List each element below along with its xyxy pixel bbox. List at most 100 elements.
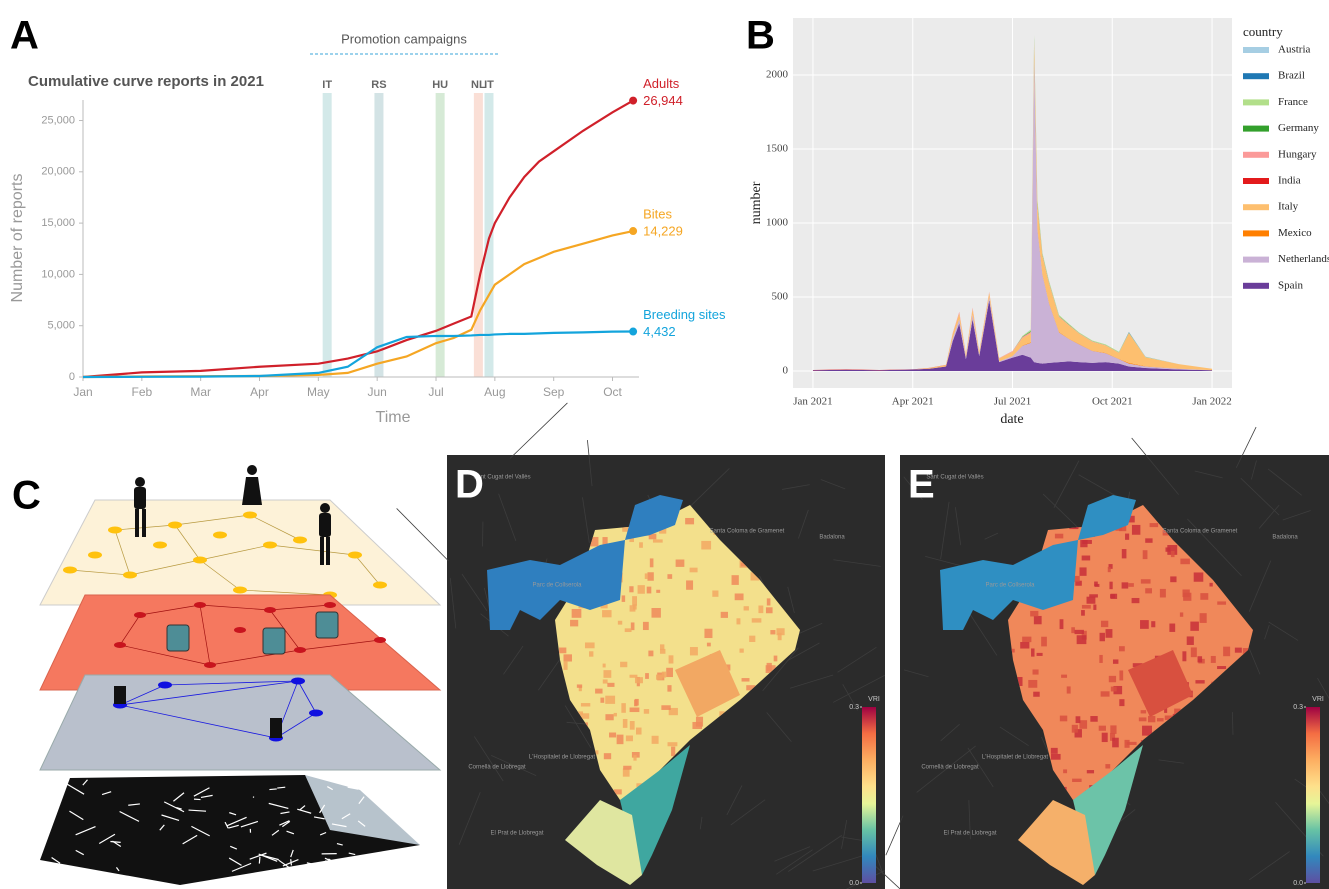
block bbox=[1160, 589, 1166, 598]
subtitle: Promotion campaigns bbox=[341, 31, 467, 46]
block bbox=[618, 621, 622, 625]
place-label: L'Hospitalet de Llobregat bbox=[529, 755, 596, 761]
block bbox=[617, 735, 624, 745]
block bbox=[622, 595, 625, 601]
block bbox=[630, 721, 635, 730]
block bbox=[1183, 589, 1190, 597]
block bbox=[1112, 738, 1119, 748]
road bbox=[510, 403, 567, 459]
y-tick-label: 5,000 bbox=[47, 320, 75, 332]
x-axis-label: Time bbox=[376, 409, 411, 426]
place-label: El Prat de Llobregat bbox=[490, 831, 543, 837]
street bbox=[269, 789, 276, 790]
block bbox=[1194, 572, 1204, 581]
y-tick-label: 500 bbox=[772, 291, 789, 303]
x-tick-label: Jan 2022 bbox=[1192, 396, 1231, 408]
line bbox=[83, 101, 633, 377]
end-point bbox=[629, 328, 637, 336]
block bbox=[1187, 636, 1194, 645]
block bbox=[1082, 605, 1091, 609]
block bbox=[572, 609, 582, 618]
block bbox=[721, 612, 728, 618]
legend-label: India bbox=[1278, 175, 1301, 187]
block bbox=[767, 598, 771, 605]
block bbox=[629, 586, 633, 592]
colorbar-tick-label: 0.3 bbox=[849, 704, 859, 711]
y-tick-label: 25,000 bbox=[41, 114, 75, 126]
place-label: Parc de Collserola bbox=[532, 583, 582, 589]
panel-letter: B bbox=[746, 14, 775, 58]
block bbox=[1033, 692, 1039, 697]
map-panel: Sant Cugat del VallèsBadalonaSanta Colom… bbox=[397, 403, 905, 889]
block bbox=[1109, 676, 1116, 682]
block bbox=[650, 558, 654, 567]
block bbox=[656, 675, 662, 680]
block bbox=[1041, 637, 1047, 647]
block bbox=[696, 717, 703, 727]
block bbox=[1223, 647, 1230, 657]
place-label: Badalona bbox=[819, 535, 845, 541]
block bbox=[644, 709, 649, 714]
end-value-label: 4,432 bbox=[643, 324, 676, 339]
block bbox=[1051, 754, 1061, 760]
legend-label: Spain bbox=[1278, 279, 1304, 291]
block bbox=[1148, 716, 1155, 722]
block bbox=[595, 689, 602, 694]
block bbox=[1182, 651, 1186, 661]
block bbox=[647, 587, 652, 594]
block bbox=[660, 644, 664, 650]
block bbox=[563, 654, 571, 661]
legend-title: country bbox=[1243, 24, 1283, 39]
block bbox=[667, 685, 671, 691]
x-tick-label: Aug bbox=[484, 385, 505, 399]
block bbox=[1022, 637, 1031, 642]
block bbox=[1110, 725, 1116, 733]
block bbox=[1033, 669, 1039, 674]
block bbox=[767, 663, 772, 671]
block bbox=[604, 753, 611, 759]
block bbox=[749, 636, 755, 642]
block bbox=[600, 698, 604, 703]
block bbox=[1217, 666, 1226, 669]
place-label: Sant Cugat del Vallès bbox=[926, 475, 983, 481]
block bbox=[1217, 601, 1226, 604]
block bbox=[690, 568, 698, 573]
block bbox=[701, 541, 711, 550]
campaign-label: IT bbox=[484, 79, 494, 91]
legend-label: Netherlands bbox=[1278, 253, 1329, 265]
block bbox=[1063, 769, 1067, 773]
block bbox=[1105, 764, 1110, 768]
block bbox=[1072, 779, 1082, 782]
legend-label: Austria bbox=[1278, 44, 1311, 56]
block bbox=[636, 728, 642, 735]
block bbox=[661, 705, 670, 710]
street bbox=[277, 787, 285, 788]
block bbox=[1037, 653, 1043, 656]
block bbox=[1061, 675, 1067, 678]
block bbox=[1125, 740, 1130, 748]
block bbox=[639, 542, 643, 548]
block bbox=[1141, 579, 1151, 583]
x-tick-label: Jul 2021 bbox=[994, 396, 1032, 408]
block bbox=[1128, 583, 1134, 587]
block bbox=[652, 736, 659, 744]
panel-letter: A bbox=[10, 14, 39, 58]
block bbox=[1143, 550, 1148, 559]
block bbox=[1079, 720, 1087, 729]
y-axis-label: number bbox=[749, 181, 764, 224]
block bbox=[1076, 716, 1081, 723]
legend-label: Germany bbox=[1278, 122, 1319, 134]
legend-label: France bbox=[1278, 96, 1308, 108]
block bbox=[1067, 686, 1071, 693]
x-tick-label: Mar bbox=[190, 385, 211, 399]
block bbox=[1150, 523, 1159, 527]
y-tick-label: 1000 bbox=[766, 217, 789, 229]
colorbar-tick-label: 0.0 bbox=[1293, 880, 1303, 887]
block bbox=[766, 607, 773, 613]
legend-key bbox=[1243, 152, 1269, 158]
end-value-label: 14,229 bbox=[643, 223, 683, 238]
block bbox=[1145, 538, 1152, 542]
block bbox=[626, 736, 633, 742]
y-tick-label: 10,000 bbox=[41, 268, 75, 280]
block bbox=[645, 573, 648, 579]
